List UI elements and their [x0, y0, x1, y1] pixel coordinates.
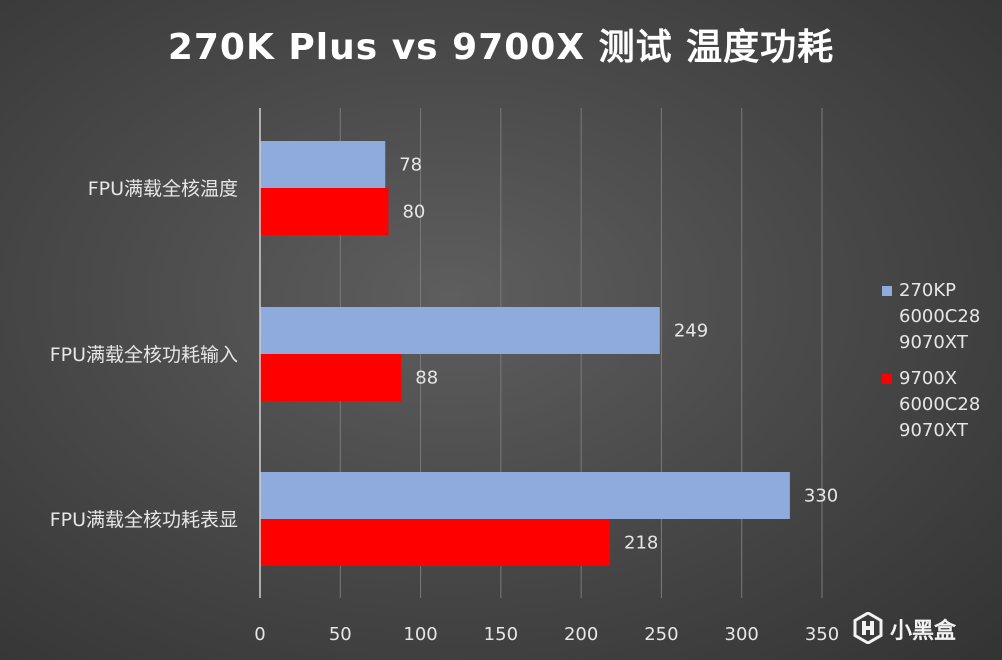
bar-series-2-cat-1	[260, 188, 389, 235]
category-label-2: FPU满载全核功耗输入	[50, 344, 238, 366]
x-tick-label: 200	[564, 624, 598, 645]
bar-series-2-cat-2	[260, 354, 402, 401]
x-tick-label: 50	[329, 624, 352, 645]
x-tick-label: 100	[403, 624, 437, 645]
x-tick-label: 350	[805, 624, 839, 645]
bar-series-1-cat-1	[260, 141, 386, 188]
heybox-logo-icon	[853, 612, 883, 644]
bar-series-2-cat-3	[260, 519, 611, 566]
x-tick-label: 0	[254, 624, 265, 645]
legend-entry-series-1: 270KP 6000C28 9070XT	[882, 278, 1000, 356]
watermark: 小黑盒	[852, 608, 992, 648]
legend-swatch-series-1	[882, 286, 892, 296]
bars	[260, 141, 790, 566]
bar-series-1-cat-3	[260, 472, 790, 519]
category-label-1: FPU满载全核温度	[88, 178, 238, 200]
watermark-text: 小黑盒	[890, 619, 957, 644]
chart-title: 270K Plus vs 9700X 测试 温度功耗	[167, 27, 835, 68]
legend-label-series-1: 270KP 6000C28 9070XT	[899, 280, 981, 353]
x-tick-label: 150	[484, 624, 518, 645]
data-label-series-2-cat-3: 218	[624, 533, 658, 554]
data-label-series-1-cat-3: 330	[804, 486, 838, 507]
data-label-series-2-cat-2: 88	[415, 368, 438, 389]
data-label-series-1-cat-2: 249	[674, 321, 708, 342]
legend-entry-series-2: 9700X 6000C28 9070XT	[882, 366, 1000, 444]
data-label-series-2-cat-1: 80	[402, 202, 425, 223]
labels: 0 50 100 150 200 250 300 350 78 80 FPU满载全核温度 249 88 F…	[50, 155, 839, 646]
data-label-series-1-cat-1: 78	[399, 155, 422, 176]
x-tick-label: 250	[644, 624, 678, 645]
legend-label-series-2: 9700X 6000C28 9070XT	[899, 368, 981, 441]
category-label-3: FPU满载全核功耗表显	[50, 509, 238, 531]
legend: 270KP 6000C28 9070XT 9700X 6000C28 9070X…	[882, 278, 1000, 454]
x-tick-label: 300	[725, 624, 759, 645]
legend-swatch-series-2	[882, 374, 892, 384]
bar-series-1-cat-2	[260, 307, 660, 354]
